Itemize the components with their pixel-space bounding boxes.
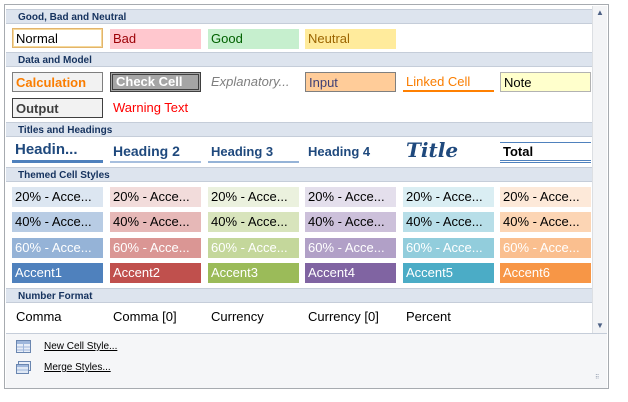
style-60-accent6[interactable]: 60% - Acce...	[500, 238, 591, 258]
style-output[interactable]: Output	[12, 98, 103, 118]
style-explanatory[interactable]: Explanatory...	[211, 74, 290, 89]
style-60-accent2[interactable]: 60% - Acce...	[110, 238, 201, 258]
style-note[interactable]: Note	[500, 72, 591, 92]
style-40-accent3[interactable]: 40% - Acce...	[208, 212, 299, 232]
style-accent4[interactable]: Accent4	[305, 263, 396, 283]
gallery-scrollbar[interactable]: ▲ ▼	[592, 6, 607, 333]
style-heading-3[interactable]: Heading 3	[208, 142, 299, 163]
style-heading-1[interactable]: Headin...	[12, 139, 103, 163]
style-percent[interactable]: Percent	[406, 309, 451, 324]
resize-grip-icon[interactable]: ⠿	[595, 375, 601, 381]
style-40-accent5[interactable]: 40% - Acce...	[403, 212, 494, 232]
style-calculation[interactable]: Calculation	[12, 72, 103, 92]
style-comma[interactable]: Comma	[16, 309, 62, 324]
style-60-accent1[interactable]: 60% - Acce...	[12, 238, 103, 258]
section-header-good-bad-neutral: Good, Bad and Neutral	[6, 9, 593, 24]
section-header-number-format: Number Format	[6, 288, 593, 303]
style-good[interactable]: Good	[208, 29, 299, 49]
merge-styles-menu-item[interactable]: Merge Styles...	[10, 358, 604, 378]
style-40-accent4[interactable]: 40% - Acce...	[305, 212, 396, 232]
style-input[interactable]: Input	[305, 72, 396, 92]
section-header-data-and-model: Data and Model	[6, 52, 593, 67]
style-total[interactable]: Total	[500, 142, 591, 163]
merge-styles-icon	[16, 361, 31, 374]
section-header-themed-cell-styles: Themed Cell Styles	[6, 167, 593, 182]
style-warning-text[interactable]: Warning Text	[113, 100, 189, 115]
style-accent3[interactable]: Accent3	[208, 263, 299, 283]
style-linked-cell[interactable]: Linked Cell	[403, 72, 494, 92]
scroll-down-arrow-icon[interactable]: ▼	[596, 321, 604, 330]
new-cell-style-label: New Cell Style...	[44, 341, 118, 352]
style-check-cell[interactable]: Check Cell	[110, 72, 201, 92]
style-accent5[interactable]: Accent5	[403, 263, 494, 283]
cell-styles-gallery: Good, Bad and Neutral Normal Bad Good Ne…	[4, 4, 609, 389]
style-currency[interactable]: Currency	[211, 309, 264, 324]
new-cell-style-icon	[16, 340, 31, 353]
style-20-accent6[interactable]: 20% - Acce...	[500, 187, 591, 207]
style-neutral[interactable]: Neutral	[305, 29, 396, 49]
scroll-up-arrow-icon[interactable]: ▲	[596, 8, 604, 17]
style-20-accent1[interactable]: 20% - Acce...	[12, 187, 103, 207]
style-20-accent3[interactable]: 20% - Acce...	[208, 187, 299, 207]
style-heading-2[interactable]: Heading 2	[110, 141, 201, 163]
section-header-titles-and-headings: Titles and Headings	[6, 122, 593, 137]
style-60-accent3[interactable]: 60% - Acce...	[208, 238, 299, 258]
style-currency-0[interactable]: Currency [0]	[308, 309, 379, 324]
style-60-accent4[interactable]: 60% - Acce...	[305, 238, 396, 258]
style-accent6[interactable]: Accent6	[500, 263, 591, 283]
merge-styles-label: Merge Styles...	[44, 362, 111, 373]
style-20-accent2[interactable]: 20% - Acce...	[110, 187, 201, 207]
style-comma-0[interactable]: Comma [0]	[113, 309, 177, 324]
style-accent2[interactable]: Accent2	[110, 263, 201, 283]
new-cell-style-menu-item[interactable]: New Cell Style...	[10, 337, 604, 357]
style-accent1[interactable]: Accent1	[12, 263, 103, 283]
gallery-footer-menu: New Cell Style... Merge Styles... ⠿	[6, 333, 607, 388]
style-40-accent1[interactable]: 40% - Acce...	[12, 212, 103, 232]
style-20-accent5[interactable]: 20% - Acce...	[403, 187, 494, 207]
style-bad[interactable]: Bad	[110, 29, 201, 49]
style-40-accent6[interactable]: 40% - Acce...	[500, 212, 591, 232]
style-title[interactable]: Title	[406, 138, 459, 162]
style-60-accent5[interactable]: 60% - Acce...	[403, 238, 494, 258]
style-40-accent2[interactable]: 40% - Acce...	[110, 212, 201, 232]
style-heading-4[interactable]: Heading 4	[308, 144, 371, 159]
style-normal[interactable]: Normal	[12, 28, 103, 48]
style-20-accent4[interactable]: 20% - Acce...	[305, 187, 396, 207]
